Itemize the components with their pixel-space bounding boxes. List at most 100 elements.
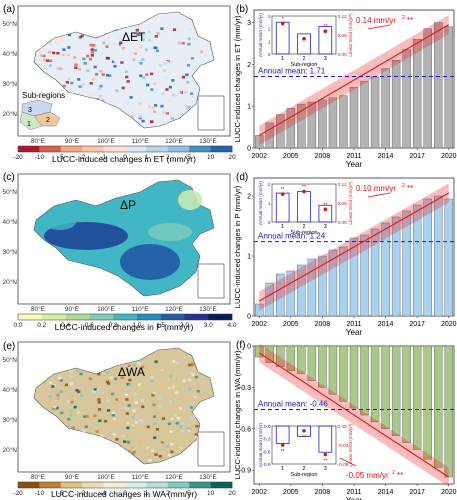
map-pixel [89, 82, 93, 85]
map-pixel [81, 83, 85, 86]
map-pixel [170, 417, 174, 421]
map-pixel [64, 383, 68, 387]
map-pixel [181, 41, 185, 45]
map-pixel [99, 94, 103, 98]
x-axis-label: Year [346, 496, 363, 500]
map-pixel [146, 425, 150, 429]
map-pixel [154, 453, 158, 456]
inset-right-tick: 0.00 [338, 52, 348, 58]
map-pixel [179, 407, 183, 410]
map-pixel [59, 379, 63, 382]
subregion-inset-chart: ** 1 ** 2 ** 3 0 1 2 0.00 0.06 0.12 Sub-region Annual… [258, 180, 353, 236]
map-pixel [53, 405, 57, 409]
map-pixel [190, 57, 195, 60]
map-pixel [128, 383, 132, 386]
colorbar-tick: 1.5 [156, 322, 165, 329]
map-pixel [84, 425, 88, 428]
map-pixel [147, 30, 151, 34]
map-pixel [131, 33, 135, 36]
map-pixel [120, 43, 124, 47]
map-pixel [71, 426, 75, 429]
map-pixel [141, 119, 145, 123]
lon-label: 100°E [97, 305, 115, 313]
inset-left-tick: 0 [268, 220, 271, 226]
lat-labels: 50°N 40°N 30°N 20°N [2, 188, 17, 286]
map-pixel [113, 395, 117, 398]
bar-chart-d: (d)Annual mean: 1.240.10 mm/yr 2 **0122002… [233, 172, 457, 337]
inset-left-label: Annual mean (mm/yr) [258, 422, 263, 467]
bar [255, 345, 264, 358]
map-pixel [95, 73, 99, 76]
map-pixel [150, 88, 154, 91]
trend-label: 0.10 mm/yr [356, 184, 396, 193]
map-pixel [151, 393, 155, 397]
colorbar-label-p: LUCC-induced changes in P (mm/yr) [55, 322, 194, 332]
bar [423, 28, 432, 149]
map-pixel [168, 85, 172, 89]
map-pixel [92, 77, 96, 81]
x-axis-label: Year [346, 160, 363, 169]
map-pixel [101, 99, 105, 102]
bar [307, 345, 317, 381]
bar [391, 345, 401, 436]
map-pixel [185, 73, 189, 77]
map-pixel [193, 396, 197, 399]
map-pixel [157, 396, 161, 399]
colorbar-swatch [167, 146, 190, 152]
bar [360, 234, 369, 317]
inset-sig: ** [302, 185, 307, 191]
colorbar-swatch [65, 314, 90, 320]
map-pixel [174, 435, 178, 438]
map-pixel [77, 390, 81, 394]
colorbar-border [17, 481, 233, 489]
map-pixel [150, 72, 154, 76]
inset-right-label: Linear trend (mm/yr²) [348, 181, 353, 225]
bar [265, 282, 274, 317]
colorbar-swatch [39, 482, 62, 488]
map-pixel [101, 73, 105, 76]
map-pixel [186, 64, 191, 67]
map-pixel [142, 76, 146, 80]
map-pixel [90, 48, 94, 51]
y-tick-label: -0.3 [239, 385, 251, 392]
map-pixel [133, 52, 138, 55]
map-pixel [93, 388, 97, 391]
map-pixel [132, 58, 136, 62]
map-title-wa: ΔWA [118, 365, 145, 379]
map-pixel [70, 81, 74, 85]
map-pixel [187, 378, 192, 382]
map-pixel [167, 99, 171, 102]
lon-label: 130°E [199, 137, 217, 145]
map-pixel [170, 450, 174, 454]
bar [328, 249, 338, 317]
colorbar-tick: -5 [58, 154, 64, 161]
map-pixel [125, 393, 129, 396]
map-pixel [133, 392, 137, 396]
map-pixel [120, 61, 124, 64]
bar [381, 345, 390, 430]
map-pixel [85, 415, 89, 418]
trend-label: -0.05 mm/yr [346, 471, 389, 480]
map-pixel [191, 362, 195, 365]
map-pixel [67, 418, 71, 421]
inset-category: 1 [281, 56, 284, 62]
map-pixel [105, 371, 109, 374]
lon-label: 110°E [131, 305, 149, 313]
map-pixel [155, 49, 160, 53]
trend-line [258, 24, 450, 136]
colorbar-tick: 2.0 [180, 322, 189, 329]
map-pixel [105, 380, 110, 384]
trend-label: 0.14 mm/yr [356, 16, 396, 25]
map-pixel [191, 373, 195, 376]
map-pixel [77, 67, 82, 71]
map-pixel [125, 75, 129, 79]
map-pixel [125, 398, 129, 401]
map-pixel [135, 62, 139, 65]
map-pixel [93, 414, 97, 418]
map-pixel [130, 51, 134, 55]
inset-right-tick: 0.06 [338, 33, 348, 39]
colorbar-tick: 20 [228, 490, 236, 497]
map-pixel [114, 43, 118, 46]
inset-left-tick: -0.3 [262, 437, 271, 443]
